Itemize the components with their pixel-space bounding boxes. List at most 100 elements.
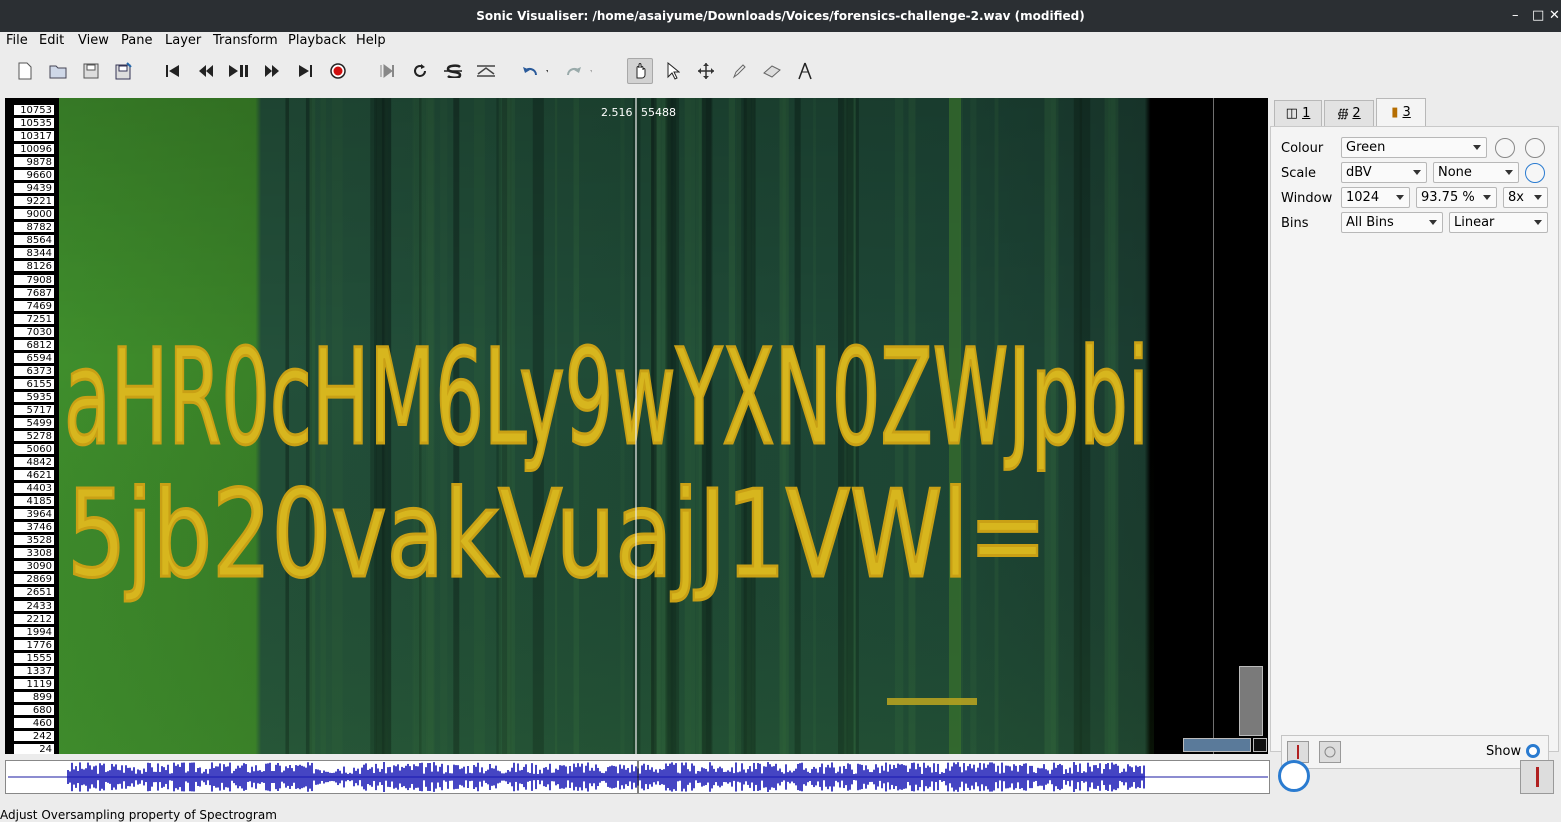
save-as-icon[interactable] <box>111 58 137 84</box>
open-folder-icon[interactable] <box>45 58 71 84</box>
frequency-tick: 3308 <box>13 547 55 560</box>
scale-label: Scale <box>1281 166 1316 181</box>
tab-layer-1[interactable]: ◫ 1 <box>1274 100 1322 126</box>
frequency-tick: 5499 <box>13 416 55 429</box>
frequency-tick: 1994 <box>13 625 55 638</box>
hidden-text-line-1: aHR0cHM6Ly9wYXN0ZWJpbi <box>64 321 1149 475</box>
frequency-tick: 899 <box>13 690 55 703</box>
threshold-dial[interactable] <box>1525 138 1545 158</box>
measure-tool-icon[interactable] <box>792 58 818 84</box>
frequency-tick: 24 <box>13 742 55 754</box>
redo-icon[interactable] <box>566 58 592 84</box>
minimize-button[interactable]: – <box>1512 8 1519 23</box>
move-tool-icon[interactable] <box>693 58 719 84</box>
window-label: Window <box>1281 191 1333 206</box>
rewind-icon[interactable] <box>193 58 219 84</box>
menu-pane[interactable]: Pane <box>121 33 153 48</box>
cursor-frame-readout: 55488 <box>641 106 676 119</box>
loop-icon[interactable] <box>407 58 433 84</box>
fast-forward-icon[interactable] <box>259 58 285 84</box>
frequency-tick: 8782 <box>13 221 55 234</box>
navigate-tool-icon[interactable] <box>627 58 653 84</box>
frequency-tick: 9221 <box>13 195 55 208</box>
colour-label: Colour <box>1281 141 1324 156</box>
menu-playback[interactable]: Playback <box>288 33 347 48</box>
frequency-tick: 460 <box>13 716 55 729</box>
colour-combo[interactable]: Green <box>1341 137 1487 158</box>
playback-level-button[interactable] <box>1520 760 1554 794</box>
cursor-time-readout: 2.516 <box>601 106 633 119</box>
colour-rotation-dial[interactable] <box>1495 138 1515 158</box>
horizontal-zoom-thumbwheel[interactable] <box>1183 738 1251 752</box>
waveform-svg <box>8 761 1268 793</box>
frequency-tick: 1337 <box>13 664 55 677</box>
menu-file[interactable]: File <box>6 33 28 48</box>
play-parameters-icon[interactable] <box>1319 741 1341 763</box>
frequency-tick: 4621 <box>13 469 55 482</box>
frequency-tick: 2433 <box>13 599 55 612</box>
normalize-combo[interactable]: None <box>1433 162 1519 183</box>
overview-waveform[interactable] <box>5 760 1270 794</box>
tab-layer-3[interactable]: ▮ 3 <box>1376 98 1426 126</box>
frequency-tick: 8126 <box>13 260 55 273</box>
properties-box: Colour Green Scale dBV None Window 1024 … <box>1270 126 1559 769</box>
menu-help[interactable]: Help <box>356 33 386 48</box>
frequency-tick: 5717 <box>13 403 55 416</box>
spectrogram-tone-line <box>949 98 961 754</box>
menu-edit[interactable]: Edit <box>39 33 65 48</box>
frequency-tick: 680 <box>13 703 55 716</box>
frequency-tick: 8344 <box>13 247 55 260</box>
draw-tool-icon[interactable] <box>726 58 752 84</box>
playback-speed-dial[interactable] <box>1278 760 1310 792</box>
bins-combo[interactable]: All Bins <box>1341 212 1443 233</box>
frequency-tick: 7030 <box>13 325 55 338</box>
bins-label: Bins <box>1281 216 1309 231</box>
hidden-text-line-2: 5jb20vakVuajJ1VWl= <box>67 466 1047 605</box>
frequency-tick: 7687 <box>13 286 55 299</box>
status-bar: Adjust Oversampling property of Spectrog… <box>0 808 277 822</box>
select-tool-icon[interactable] <box>660 58 686 84</box>
frequency-tick: 3090 <box>13 560 55 573</box>
spectrogram-pane[interactable]: 10753 10535 10317 10096 9878 9660 9439 9221 9000… <box>5 98 1268 754</box>
frequency-tick: 2212 <box>13 612 55 625</box>
frequency-tick: 1119 <box>13 677 55 690</box>
layer-bottom-bar: Show <box>1281 735 1549 769</box>
frequency-tick: 10753 <box>13 104 55 116</box>
frequency-tick: 7251 <box>13 312 55 325</box>
maximize-button[interactable]: □ <box>1532 8 1545 23</box>
solo-icon[interactable] <box>440 58 466 84</box>
play-pause-icon[interactable] <box>226 58 252 84</box>
frequency-tick: 1776 <box>13 638 55 651</box>
frequency-tick: 2869 <box>13 573 55 586</box>
menu-transform[interactable]: Transform <box>213 33 278 48</box>
vertical-zoom-thumbwheel[interactable] <box>1239 666 1263 736</box>
close-button[interactable]: ✕ <box>1549 8 1560 23</box>
rewind-start-icon[interactable] <box>160 58 186 84</box>
tab-layer-2[interactable]: ∰ 2 <box>1324 100 1374 126</box>
window-size-combo[interactable]: 1024 <box>1341 187 1410 208</box>
constrain-playback-icon[interactable] <box>374 58 400 84</box>
save-icon[interactable] <box>78 58 104 84</box>
menu-layer[interactable]: Layer <box>165 33 202 48</box>
frequency-tick: 6373 <box>13 364 55 377</box>
show-layer-toggle[interactable] <box>1526 744 1540 758</box>
frequency-scale-combo[interactable]: Linear <box>1449 212 1548 233</box>
spectrogram-view[interactable]: aHR0cHM6Ly9wYXN0ZWJpbi 5jb20vakVuajJ1VWl… <box>59 98 1214 754</box>
menu-view[interactable]: View <box>78 33 109 48</box>
record-icon[interactable] <box>325 58 351 84</box>
zoom-reset-button[interactable] <box>1253 738 1267 752</box>
window-overlap-combo[interactable]: 93.75 % <box>1416 187 1497 208</box>
new-document-icon[interactable] <box>12 58 38 84</box>
erase-tool-icon[interactable] <box>759 58 785 84</box>
undo-icon[interactable] <box>522 58 548 84</box>
gain-dial[interactable] <box>1525 163 1545 183</box>
frequency-tick: 7908 <box>13 273 55 286</box>
scale-combo[interactable]: dBV <box>1341 162 1427 183</box>
fast-forward-end-icon[interactable] <box>292 58 318 84</box>
frequency-tick: 6812 <box>13 338 55 351</box>
frequency-scale: 10753 10535 10317 10096 9878 9660 9439 9221 9000… <box>11 100 57 754</box>
frequency-tick: 10535 <box>13 117 55 130</box>
align-icon[interactable] <box>473 58 499 84</box>
oversampling-combo[interactable]: 8x <box>1503 187 1548 208</box>
waveform-icon: ∰ <box>1337 107 1353 120</box>
